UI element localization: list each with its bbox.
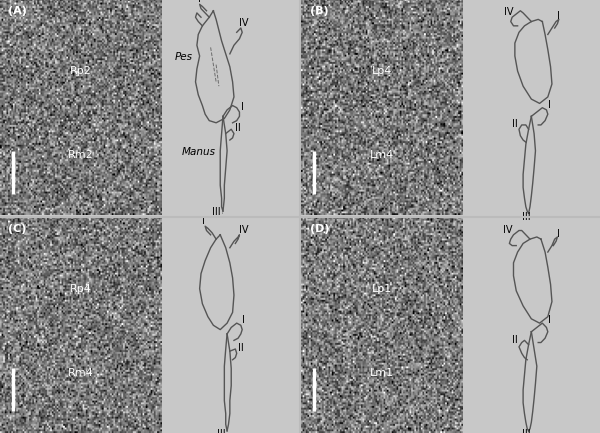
Text: IV: IV	[504, 7, 514, 17]
Text: Rm2: Rm2	[68, 150, 94, 160]
Text: Rm4: Rm4	[68, 368, 94, 378]
Text: II: II	[512, 335, 518, 345]
Text: III: III	[212, 207, 220, 217]
Text: Rp2: Rp2	[70, 66, 92, 76]
Text: II: II	[235, 123, 241, 133]
Text: (C): (C)	[8, 224, 26, 234]
Text: IV: IV	[503, 225, 512, 235]
Text: I: I	[557, 11, 560, 21]
Text: Lm4: Lm4	[370, 150, 394, 160]
Text: Lm1: Lm1	[370, 368, 394, 378]
Text: I: I	[202, 216, 205, 226]
Text: II: II	[238, 343, 244, 353]
Text: I: I	[557, 229, 560, 239]
Text: Lp4: Lp4	[372, 66, 392, 76]
Text: III: III	[521, 212, 530, 222]
Text: I: I	[241, 102, 244, 112]
Text: I: I	[242, 315, 245, 325]
Text: III: III	[217, 429, 226, 433]
Text: I: I	[548, 315, 551, 325]
Text: III: III	[521, 429, 530, 433]
Text: II: II	[512, 119, 518, 129]
Text: Manus: Manus	[182, 147, 216, 157]
Text: Pes: Pes	[175, 52, 193, 62]
Text: IV: IV	[239, 18, 249, 28]
Text: (D): (D)	[310, 224, 329, 234]
Text: IV: IV	[239, 225, 249, 235]
Text: Lp1: Lp1	[372, 284, 392, 294]
Text: I: I	[198, 0, 201, 4]
Text: I: I	[548, 100, 551, 110]
Text: (A): (A)	[8, 6, 27, 16]
Text: Rp4: Rp4	[70, 284, 92, 294]
Text: (B): (B)	[310, 6, 328, 16]
